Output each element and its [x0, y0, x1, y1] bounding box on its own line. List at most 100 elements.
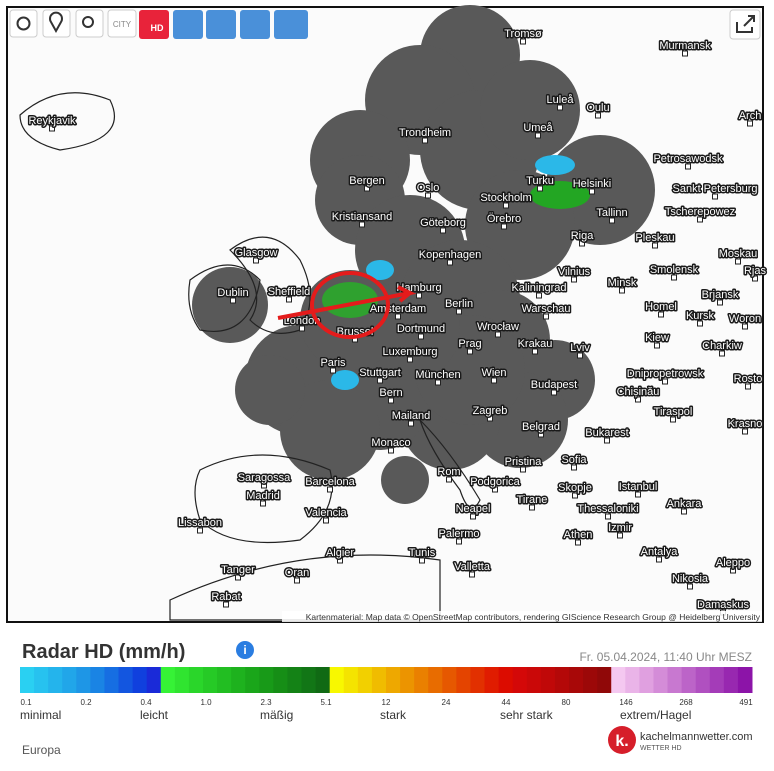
city-label: Rjas [744, 265, 767, 277]
refresh-button[interactable] [9, 9, 38, 38]
city-label: Wrocław [477, 321, 519, 333]
city-marker [571, 464, 577, 471]
city-label: Murmansk [659, 40, 711, 52]
city-marker [395, 313, 401, 320]
city-marker [492, 486, 498, 493]
info-button[interactable] [236, 641, 254, 659]
scale-swatch [583, 667, 598, 693]
city-marker [687, 583, 693, 590]
city-marker [595, 112, 601, 119]
city-label: Trondheim [399, 127, 451, 139]
city-marker [536, 292, 542, 299]
city-label: Istanbul [619, 481, 658, 493]
hd-button-label: HD [151, 23, 164, 33]
scale-tick-label: 146 [619, 698, 633, 707]
scale-swatch [357, 667, 373, 693]
city-marker [418, 333, 424, 340]
intensity-label: mäßig [260, 708, 293, 722]
city-button[interactable] [107, 9, 137, 38]
city-marker [503, 202, 509, 209]
scale-swatch [188, 667, 204, 693]
city-label: Kiew [645, 332, 669, 344]
coverage-area [235, 355, 305, 425]
satellite-button[interactable] [274, 10, 308, 39]
city-label: Oulu [586, 102, 609, 114]
city-label: Ankara [667, 498, 703, 510]
city-marker [747, 120, 753, 127]
scale-tick-label: 268 [679, 698, 693, 707]
city-label: Krakau [518, 338, 553, 350]
zoom-button[interactable] [75, 9, 104, 38]
scale-tick-label: 12 [382, 698, 391, 707]
city-marker [609, 217, 615, 224]
city-label: Stockholm [480, 192, 531, 204]
city-marker [682, 50, 688, 57]
city-marker [752, 275, 758, 282]
city-label: Skopje [558, 482, 592, 494]
city-label: Berlin [445, 298, 473, 310]
region: Europa [22, 743, 61, 757]
city-label: Minsk [608, 277, 637, 289]
scale-swatch [498, 667, 514, 693]
city-label: Tromsø [504, 28, 542, 40]
city-label: Kursk [686, 310, 715, 322]
scale-swatch [287, 667, 303, 693]
city-label: Tanger [221, 564, 255, 576]
city-label: Tallinn [596, 207, 627, 219]
city-label: Podgorica [470, 476, 520, 488]
city-labels: Tromsø Murmansk Luleå Oulu Arch Reykjavik Tron… [27, 27, 768, 616]
scale-swatch [34, 667, 49, 693]
location-button[interactable] [42, 9, 71, 38]
city-label: Tscherepowez [665, 206, 735, 218]
scale-swatch [273, 667, 288, 693]
lightning-button[interactable] [206, 10, 236, 39]
city-label: Turku [526, 175, 554, 187]
city-label: Zagreb [473, 405, 508, 417]
city-label: Kristiansand [332, 211, 393, 223]
city-marker [223, 601, 229, 608]
city-marker [529, 504, 535, 511]
city-label: Moskau [719, 248, 758, 260]
scale-swatch [442, 667, 457, 693]
scale-swatch [90, 667, 105, 693]
scale-swatch [653, 667, 669, 693]
city-marker [337, 557, 343, 564]
city-label: Thessaloniki [577, 503, 638, 515]
scale-tick-label: 491 [739, 698, 753, 707]
city-marker [416, 292, 422, 299]
city-marker [327, 486, 333, 493]
scale-swatch [371, 667, 387, 693]
scale-tick-label: 2.3 [260, 698, 272, 707]
scale-swatch [203, 667, 218, 693]
coverage-area [192, 267, 268, 343]
city-marker [571, 276, 577, 283]
scale-swatch [512, 667, 528, 693]
city-marker [635, 396, 641, 403]
city-marker [557, 104, 563, 111]
city-label: Amsterdam [370, 303, 426, 315]
city-marker [652, 242, 658, 249]
city-label: München [415, 369, 460, 381]
city-marker [425, 192, 431, 199]
hd-button[interactable] [139, 10, 169, 39]
scale-swatch [414, 667, 429, 693]
city-label: Rabat [211, 591, 240, 603]
city-marker [532, 348, 538, 355]
precip-button[interactable] [173, 10, 203, 39]
city-label: Saragossa [238, 472, 291, 484]
city-marker [619, 287, 625, 294]
scale-swatch [526, 667, 542, 693]
city-label: Aleppo [716, 557, 750, 569]
city-label: Mailand [392, 410, 431, 422]
city-label: Oslo [417, 182, 440, 194]
wind-button[interactable] [240, 10, 270, 39]
brand-logo [608, 726, 636, 754]
city-marker [730, 567, 736, 574]
scale-swatch [386, 667, 401, 693]
scale-swatch [245, 667, 260, 693]
scale-swatch [428, 667, 443, 693]
city-marker [535, 132, 541, 139]
city-label: Vilnius [558, 266, 591, 278]
scale-swatch [259, 667, 274, 693]
scale-swatch [146, 667, 162, 693]
